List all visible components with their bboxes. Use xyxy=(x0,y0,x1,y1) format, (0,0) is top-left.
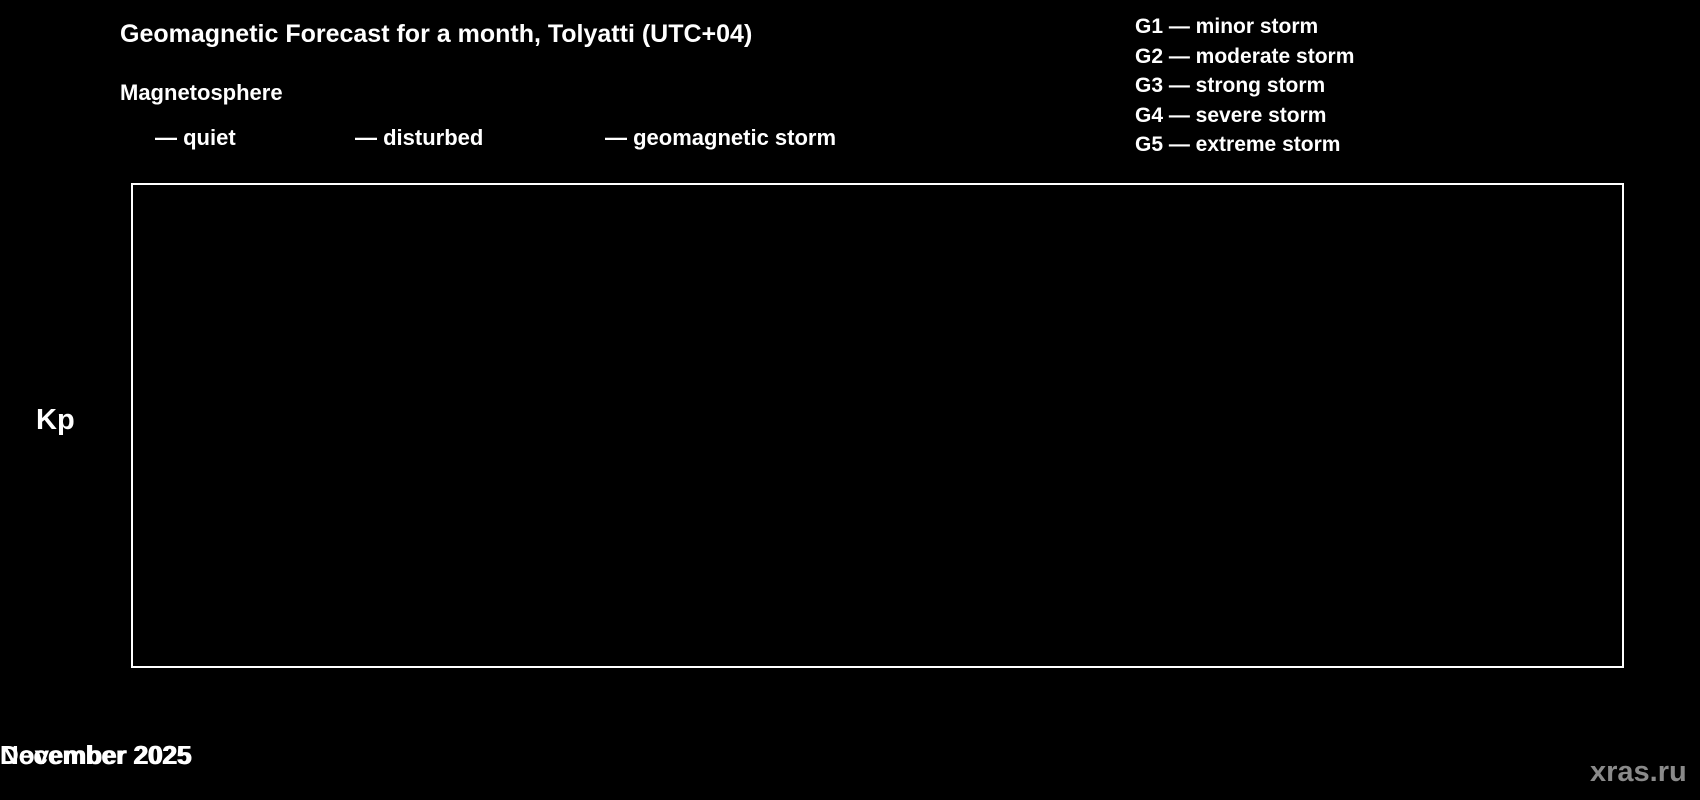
quiet-color-swatch xyxy=(120,123,142,153)
legend-item-storm: — geomagnetic storm xyxy=(570,122,836,154)
legend-label-quiet: — quiet xyxy=(155,125,236,150)
storm-scale-g2: G2 — moderate storm xyxy=(1135,44,1355,68)
page-title: Geomagnetic Forecast for a month, Tolyat… xyxy=(120,20,753,48)
magnetosphere-label: Magnetosphere xyxy=(120,80,283,105)
month-label-december: December 2025 xyxy=(0,740,191,770)
legend-label-disturbed: — disturbed xyxy=(355,125,484,150)
watermark: xras.ru xyxy=(1590,756,1687,788)
storm-scale-g5: G5 — extreme storm xyxy=(1135,133,1341,156)
storm-scale-legend: G1 — minor storm G2 — moderate storm G3 … xyxy=(1135,12,1354,160)
x-axis-day-labels xyxy=(131,668,1626,717)
storm-scale-g1: G1 — minor storm xyxy=(1135,15,1319,38)
storm-scale-g4: G4 — severe storm xyxy=(1135,103,1327,127)
legend-label-storm: — geomagnetic storm xyxy=(605,125,837,150)
legend-item-quiet: — quiet xyxy=(120,122,236,154)
disturbed-color-swatch xyxy=(320,123,342,153)
y-axis-title: Kp xyxy=(36,404,75,436)
storm-color-swatch xyxy=(570,123,592,153)
storm-scale-g3: G3 — strong storm xyxy=(1135,74,1326,97)
legend-item-disturbed: — disturbed xyxy=(320,122,483,154)
month-label-november: November 2025 xyxy=(0,740,193,770)
plot-area xyxy=(131,183,1624,668)
